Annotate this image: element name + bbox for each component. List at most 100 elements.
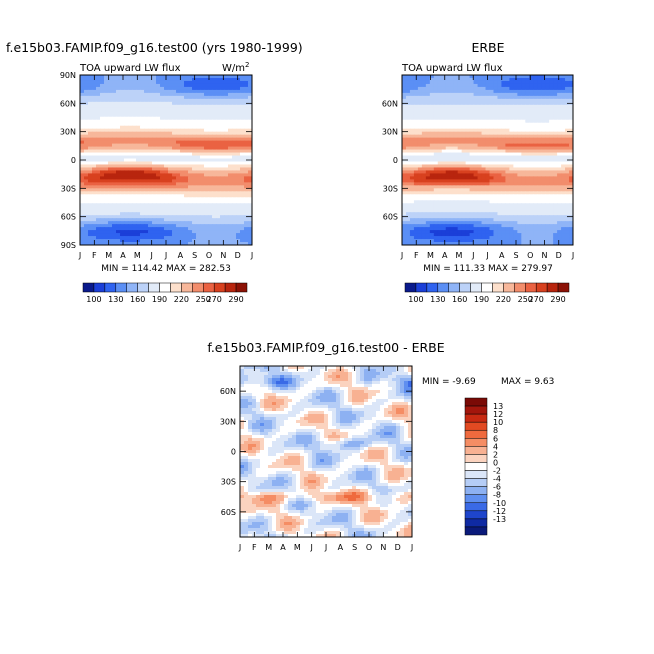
- contour-cell: [449, 197, 455, 201]
- contour-cell: [565, 233, 570, 237]
- contour-cell: [445, 83, 451, 88]
- contour-cell: [104, 77, 109, 82]
- contour-cell: [184, 188, 189, 192]
- contour-cell: [188, 221, 193, 225]
- contour-cell: [136, 176, 141, 180]
- contour-cell: [168, 146, 173, 151]
- contour-cell: [196, 203, 201, 207]
- contour-cell: [529, 107, 534, 112]
- contour-cell: [168, 242, 173, 245]
- contour-cell: [473, 224, 479, 228]
- contour-cell: [509, 104, 514, 109]
- contour-cell: [457, 179, 463, 183]
- contour-cell: [557, 239, 562, 243]
- contour-cell: [184, 221, 189, 225]
- contour-cell: [497, 128, 503, 133]
- contour-cell: [429, 113, 435, 118]
- contour-cell: [417, 170, 423, 175]
- contour-cell: [489, 200, 495, 204]
- contour-cell: [429, 122, 435, 127]
- contour-cell: [421, 134, 427, 139]
- contour-cell: [208, 224, 213, 228]
- contour-cell: [88, 167, 93, 172]
- contour-cell: [517, 125, 522, 130]
- x-tick-label: J: [149, 251, 152, 260]
- contour-cell: [473, 77, 479, 82]
- contour-cell: [136, 185, 141, 189]
- contour-cell: [557, 89, 562, 94]
- contour-cell: [124, 170, 129, 175]
- contour-cell: [541, 206, 546, 210]
- contour-cell: [80, 239, 85, 243]
- contour-cell: [144, 77, 149, 82]
- contour-cell: [220, 242, 225, 245]
- contour-cell: [156, 230, 161, 234]
- contour-cell: [509, 80, 514, 85]
- contour-cell: [108, 119, 113, 124]
- contour-cell: [533, 173, 538, 177]
- contour-cell: [517, 110, 522, 115]
- contour-cell: [184, 173, 189, 177]
- contour-cell: [108, 212, 113, 216]
- contour-cell: [529, 119, 534, 124]
- contour-cell: [517, 200, 522, 204]
- contour-cell: [216, 155, 221, 160]
- contour-cell: [224, 104, 229, 109]
- contour-cell: [461, 197, 467, 201]
- contour-cell: [481, 209, 487, 213]
- contour-cell: [569, 227, 573, 231]
- contour-cell: [144, 146, 149, 151]
- contour-cell: [212, 158, 217, 163]
- contour-cell: [561, 203, 566, 207]
- contour-cell: [108, 104, 113, 109]
- contour-cell: [168, 233, 173, 237]
- contour-cell: [529, 215, 534, 219]
- contour-cell: [501, 161, 506, 166]
- contour-cell: [421, 191, 427, 195]
- contour-cell: [521, 95, 526, 100]
- contour-cell: [100, 212, 105, 216]
- contour-cell: [405, 188, 411, 192]
- contour-cell: [240, 176, 245, 180]
- contour-cell: [529, 170, 534, 175]
- contour-cell: [176, 89, 181, 94]
- contour-cell: [144, 197, 149, 201]
- contour-cell: [240, 206, 245, 210]
- contour-cell: [409, 116, 415, 121]
- contour-cell: [176, 161, 181, 166]
- contour-cell: [208, 188, 213, 192]
- contour-cell: [549, 191, 554, 195]
- contour-cell: [236, 110, 241, 115]
- contour-cell: [84, 221, 89, 225]
- contour-cell: [461, 161, 467, 166]
- contour-cell: [493, 212, 499, 216]
- contour-cell: [525, 173, 530, 177]
- contour-cell: [188, 176, 193, 180]
- contour-cell: [533, 98, 538, 103]
- contour-cell: [112, 143, 117, 148]
- contour-cell: [84, 134, 89, 139]
- contour-cell: [112, 239, 117, 243]
- contour-cell: [208, 161, 213, 166]
- contour-cell: [216, 137, 221, 142]
- contour-cell: [409, 104, 415, 109]
- contour-cell: [565, 77, 570, 82]
- colorbar-label: 160: [130, 295, 145, 304]
- contour-cell: [240, 110, 245, 115]
- contour-cell: [429, 101, 435, 106]
- contour-cell: [402, 233, 407, 237]
- contour-cell: [136, 131, 141, 136]
- contour-cell: [204, 167, 209, 172]
- contour-cell: [200, 128, 205, 133]
- contour-cell: [180, 83, 185, 88]
- contour-cell: [457, 239, 463, 243]
- model-left-subtitle: TOA upward LW flux: [79, 63, 181, 74]
- contour-cell: [148, 128, 153, 133]
- contour-cell: [208, 101, 213, 106]
- contour-cell: [453, 137, 459, 142]
- contour-cell: [84, 113, 89, 118]
- contour-cell: [228, 224, 233, 228]
- contour-cell: [140, 122, 145, 127]
- contour-cell: [116, 215, 121, 219]
- contour-cell: [80, 173, 85, 177]
